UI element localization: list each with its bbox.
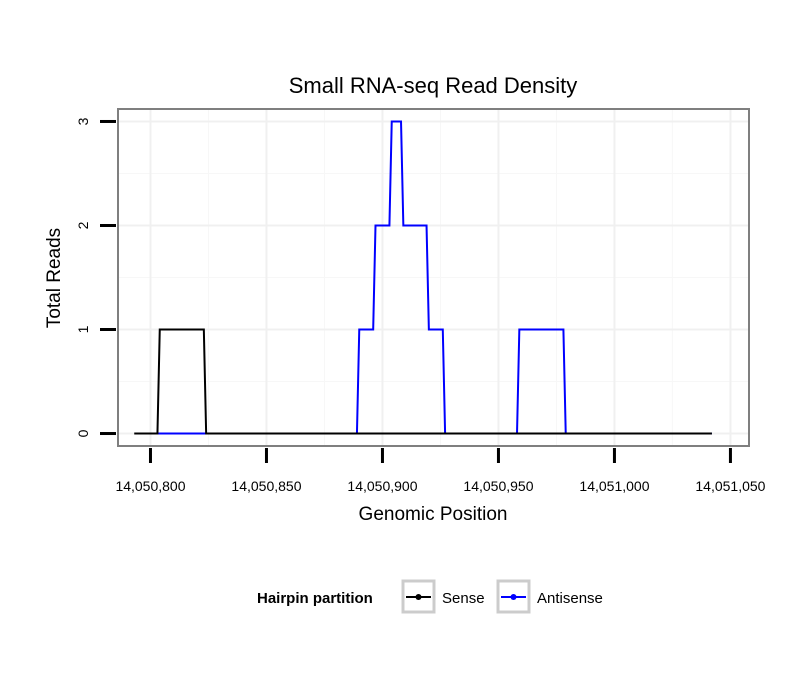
y-axis-title: Total Reads (44, 228, 65, 328)
legend-dot-antisense (510, 594, 517, 600)
legend-label-sense: Sense (442, 590, 485, 607)
x-tick-label: 14,050,850 (231, 478, 301, 494)
y-tick-label: 3 (75, 117, 91, 125)
legend-dot-sense (415, 594, 422, 600)
series-line-sense (134, 328, 712, 435)
x-axis: 14,050,800 14,050,850 14,050,900 14,050,950… (115, 448, 766, 494)
y-tick-label: 0 (75, 429, 91, 437)
y-tick-label: 2 (75, 221, 91, 229)
x-tick-label: 14,051,050 (695, 478, 765, 494)
grid-lines (119, 110, 748, 445)
legend-label-antisense: Antisense (537, 590, 603, 607)
x-tick-label: 14,050,800 (115, 478, 185, 494)
x-tick-label: 14,050,950 (463, 478, 533, 494)
chart-title: Small RNA-seq Read Density (289, 73, 578, 98)
data-series (134, 120, 712, 435)
y-axis: 0 1 2 3 (75, 117, 116, 437)
legend: Hairpin partition Sense Antisense (257, 579, 603, 614)
x-tick-label: 14,050,900 (347, 478, 417, 494)
y-tick-label: 1 (75, 325, 91, 333)
x-axis-title: Genomic Position (359, 504, 508, 525)
series-line-antisense (157, 120, 712, 435)
legend-title: Hairpin partition (257, 590, 373, 607)
x-tick-label: 14,051,000 (579, 478, 649, 494)
